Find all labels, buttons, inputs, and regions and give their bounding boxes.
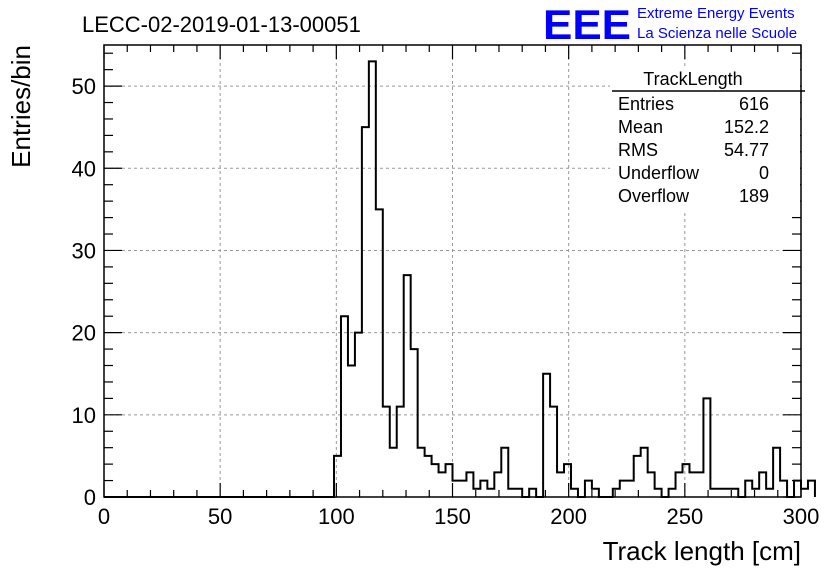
x-tick-label: 150 — [434, 504, 471, 529]
stats-title: TrackLength — [643, 69, 742, 89]
y-axis-label: Entries/bin — [6, 45, 36, 168]
run-title: LECC-02-2019-01-13-00051 — [82, 12, 361, 37]
stats-label: Mean — [618, 117, 663, 137]
x-tick-label: 250 — [666, 504, 703, 529]
x-axis-label: Track length [cm] — [603, 536, 801, 566]
y-tick-label: 40 — [72, 156, 96, 181]
stats-value: 189 — [739, 186, 769, 206]
x-tick-label: 50 — [208, 504, 232, 529]
y-tick-label: 10 — [72, 403, 96, 428]
axis-ticks: 0 50 100 150 200 250 300 0 10 20 30 40 50 — [72, 45, 820, 529]
y-tick-label: 20 — [72, 321, 96, 346]
y-tick-label: 0 — [84, 485, 96, 510]
x-tick-label: 0 — [98, 504, 110, 529]
stats-value: 0 — [759, 163, 769, 183]
x-tick-label: 100 — [318, 504, 355, 529]
stats-label: Underflow — [618, 163, 700, 183]
x-tick-label: 200 — [550, 504, 587, 529]
stats-label: Overflow — [618, 186, 690, 206]
logo-line-1: Extreme Energy Events — [637, 5, 795, 22]
stats-rows: Entries 616 Mean 152.2 RMS 54.77 Underflow 0 Ove… — [618, 94, 769, 206]
stats-box: TrackLength Entries 616 Mean 152.2 RMS 54.77 U… — [610, 68, 805, 210]
stats-value: 616 — [739, 94, 769, 114]
x-tick-label: 300 — [783, 504, 820, 529]
eee-logo: EEE — [543, 1, 631, 48]
y-tick-label: 30 — [72, 238, 96, 263]
logo-line-2: La Scienza nelle Scuole — [637, 25, 797, 42]
stats-label: RMS — [618, 140, 658, 160]
stats-value: 54.77 — [724, 140, 769, 160]
stats-label: Entries — [618, 94, 674, 114]
y-tick-label: 50 — [72, 74, 96, 99]
stats-value: 152.2 — [724, 117, 769, 137]
grid-lines — [104, 45, 801, 497]
